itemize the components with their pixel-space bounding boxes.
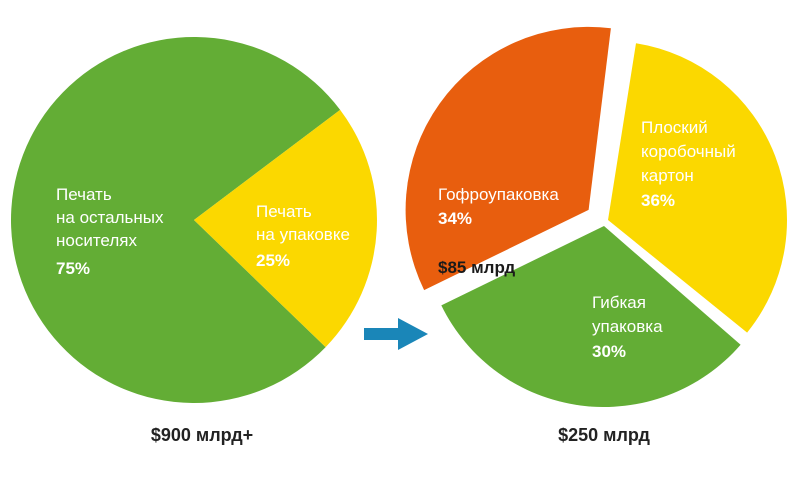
slice-sublabel-corrugated-value: $85 млрд [438,258,515,277]
right-pie-total: $250 млрд [558,425,650,445]
pie-slice-corrugated [405,26,611,291]
left-pie-total: $900 млрд+ [151,425,253,445]
pie-slice-folding-carton [608,43,788,333]
slice-label-corrugated: Гофроупаковка 34% [438,185,564,228]
pie-slice-packaging-print [194,109,377,348]
slice-label-other-media: Печать на остальных носителях 75% [56,185,168,278]
pie-packaging-market: Гофроупаковка 34% $85 млрд Плоский короб… [405,26,788,445]
slice-label-flexible: Гибкая упаковка 30% [592,293,667,361]
pie-print-market: Печать на остальных носителях 75% Печать… [10,37,377,445]
arrow-right-icon [364,318,428,350]
pie-slice-other-media [10,37,341,404]
pie-slice-flexible [441,226,741,408]
slice-label-folding-carton: Плоский коробочный картон 36% [641,118,741,210]
slice-label-packaging-print: Печать на упаковке 25% [256,202,355,270]
